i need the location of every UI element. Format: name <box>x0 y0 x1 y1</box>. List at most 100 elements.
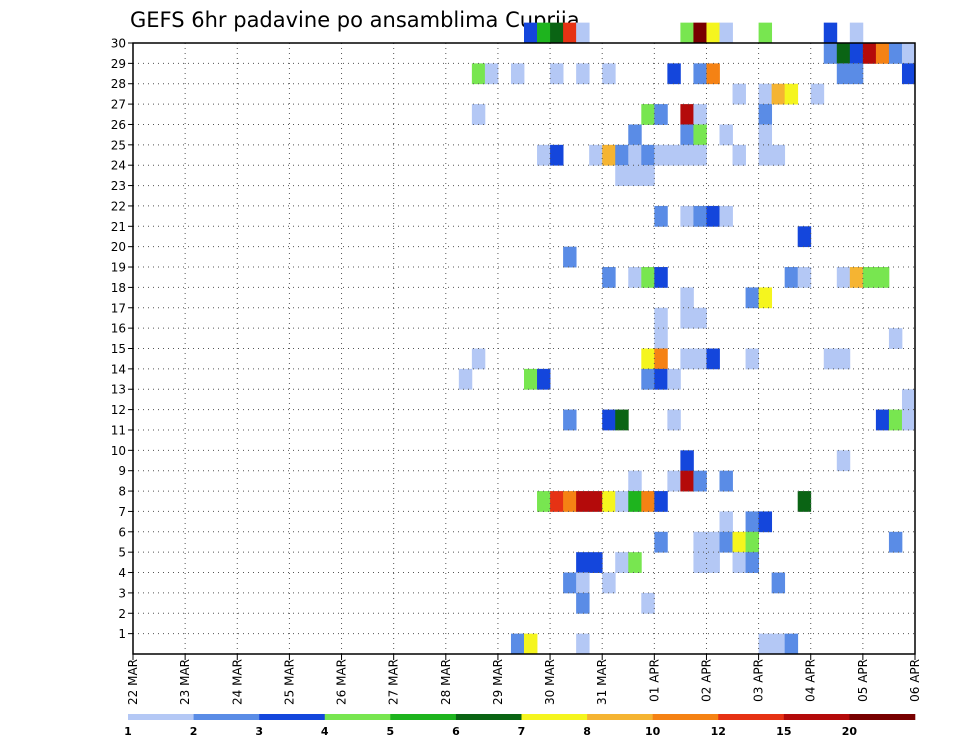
heatmap-cell <box>458 368 473 390</box>
heatmap-cell <box>667 63 681 85</box>
heatmap-cell <box>745 287 759 309</box>
heatmap-cell <box>758 144 773 166</box>
heatmap-cell <box>849 22 864 44</box>
heatmap-cell <box>680 450 694 472</box>
heatmap-cell <box>758 287 773 309</box>
heatmap-cell <box>628 144 642 166</box>
colorbar-label: 4 <box>321 725 329 738</box>
colorbar-label: 7 <box>518 725 526 738</box>
x-tick-label: 26 MAR <box>335 659 349 705</box>
heatmap-cell <box>654 144 668 166</box>
y-tick-label: 21 <box>111 220 126 234</box>
heatmap-cell <box>654 491 668 512</box>
heatmap-cell <box>758 83 773 105</box>
heatmap-cell <box>576 592 590 614</box>
heatmap-cell <box>680 124 694 146</box>
colorbar-label: 20 <box>842 725 858 738</box>
heatmap-cell <box>602 572 616 594</box>
y-tick-label: 5 <box>118 546 126 560</box>
heatmap-cell <box>732 552 746 573</box>
colorbar-swatch <box>390 714 457 720</box>
heatmap-cell <box>641 267 655 288</box>
heatmap-cell <box>576 63 590 85</box>
colorbar-legend: 1 2 3 4 5 6 7 8 10 12 15 20 <box>124 714 916 738</box>
heatmap-cell <box>693 552 707 573</box>
heatmap-cell <box>836 63 851 85</box>
heatmap-cell <box>602 63 616 85</box>
y-tick-label: 20 <box>111 240 126 254</box>
heatmap-cell <box>589 144 603 166</box>
grid-lines <box>133 42 915 654</box>
heatmap-cell <box>641 348 655 370</box>
heatmap-cell <box>771 83 786 105</box>
heatmap-cell <box>758 124 773 146</box>
heatmap-cell <box>862 267 877 288</box>
heatmap-cell <box>693 104 707 125</box>
heatmap-cell <box>823 43 838 64</box>
heatmap-cell <box>680 307 694 329</box>
heatmap-cell <box>550 491 564 512</box>
heatmap-cell <box>693 307 707 329</box>
heatmap-cell <box>875 409 890 431</box>
heatmap-cell <box>719 511 733 533</box>
colorbar-swatch <box>521 714 588 720</box>
heatmap-cell <box>563 22 577 44</box>
y-tick-label: 30 <box>111 37 126 51</box>
heatmap-cell <box>602 144 616 166</box>
heatmap-cell <box>901 389 916 410</box>
heatmap-cell <box>888 328 903 349</box>
heatmap-cell <box>862 43 877 64</box>
x-tick-label: 28 MAR <box>439 659 453 705</box>
colorbar-label: 1 <box>124 725 132 738</box>
y-tick-label: 10 <box>111 444 126 458</box>
heatmap-cell <box>667 409 681 431</box>
y-tick-label: 22 <box>111 199 126 213</box>
y-tick-label: 17 <box>111 301 126 315</box>
heatmap-cell <box>654 205 668 227</box>
heatmap-cell <box>628 470 642 492</box>
x-tick-label: 23 MAR <box>178 659 192 705</box>
heatmap-cell <box>849 267 864 288</box>
heatmap-cell <box>745 531 759 553</box>
heatmap-cell <box>706 205 720 227</box>
colorbar-swatch <box>259 714 326 720</box>
x-tick-label: 24 MAR <box>230 659 244 705</box>
heatmap-cell <box>641 491 655 512</box>
heatmap-cell <box>771 633 786 655</box>
heatmap-cell <box>719 470 733 492</box>
heatmap-cell <box>680 470 694 492</box>
heatmap-cell <box>732 144 746 166</box>
colorbar-swatch <box>652 714 719 720</box>
x-tick-label: 05 APR <box>856 659 870 702</box>
heatmap-cell <box>758 22 773 44</box>
heatmap-cell <box>654 328 668 349</box>
colorbar-label: 15 <box>776 725 791 738</box>
y-tick-label: 9 <box>118 464 126 478</box>
heatmap-cell <box>510 633 525 655</box>
heatmap-cell <box>680 205 694 227</box>
heatmap-cell <box>693 22 707 44</box>
colorbar-swatch <box>718 714 785 720</box>
heatmap-cell <box>771 144 786 166</box>
heatmap-cell <box>524 368 538 390</box>
colorbar-label: 5 <box>387 725 395 738</box>
y-tick-label: 2 <box>118 607 126 621</box>
heatmap-cell <box>641 144 655 166</box>
heatmap-cell <box>471 104 486 125</box>
x-tick-label: 31 MAR <box>595 659 609 705</box>
heatmap-cell <box>602 491 616 512</box>
heatmap-cell <box>680 144 694 166</box>
heatmap-cell <box>641 104 655 125</box>
heatmap-cell <box>628 124 642 146</box>
heatmap-cell <box>797 226 812 248</box>
chart-title: GEFS 6hr padavine po ansamblima Cuprija <box>130 8 580 32</box>
heatmap-cell <box>537 491 551 512</box>
heatmap-cell <box>771 572 786 594</box>
y-tick-label: 16 <box>111 322 126 336</box>
heatmap-cell <box>888 43 903 64</box>
colorbar-swatch <box>455 714 522 720</box>
heatmap-cell <box>797 491 812 512</box>
heatmap-cell <box>510 63 525 85</box>
heatmap-cell <box>524 22 538 44</box>
